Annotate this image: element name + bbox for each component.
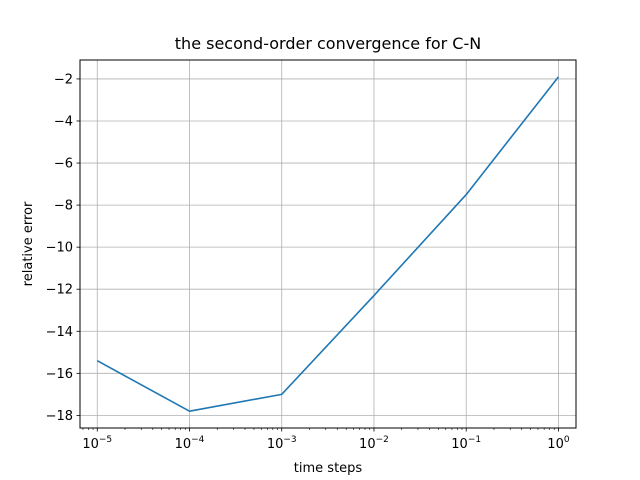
y-axis-label: relative error — [21, 201, 36, 286]
x-tick-exponent: −3 — [283, 435, 296, 445]
x-tick-exponent: 0 — [564, 435, 570, 445]
x-tick-exponent: −4 — [191, 435, 205, 445]
x-axis-label: time steps — [294, 461, 363, 476]
y-tick-label: −6 — [54, 157, 73, 172]
y-tick-label: −16 — [46, 367, 73, 382]
plot-frame — [79, 59, 577, 429]
grid — [80, 60, 576, 428]
series-line — [96, 76, 560, 412]
chart-title: the second-order convergence for C-N — [175, 34, 481, 53]
y-tick-label: −2 — [54, 72, 73, 87]
y-tick-label: −10 — [46, 241, 73, 256]
x-tick-exponent: −2 — [376, 435, 389, 445]
y-tick-label: −4 — [54, 114, 73, 129]
series-layer — [96, 76, 560, 412]
y-tick-label: −18 — [46, 409, 73, 424]
y-tick-label: −8 — [54, 199, 73, 214]
x-tick-exponent: −5 — [99, 435, 112, 445]
y-tick-label: −14 — [46, 325, 73, 340]
x-minor-ticks — [82, 428, 555, 430]
y-tick-label: −12 — [46, 283, 73, 298]
x-tick-exponent: −1 — [468, 435, 481, 445]
